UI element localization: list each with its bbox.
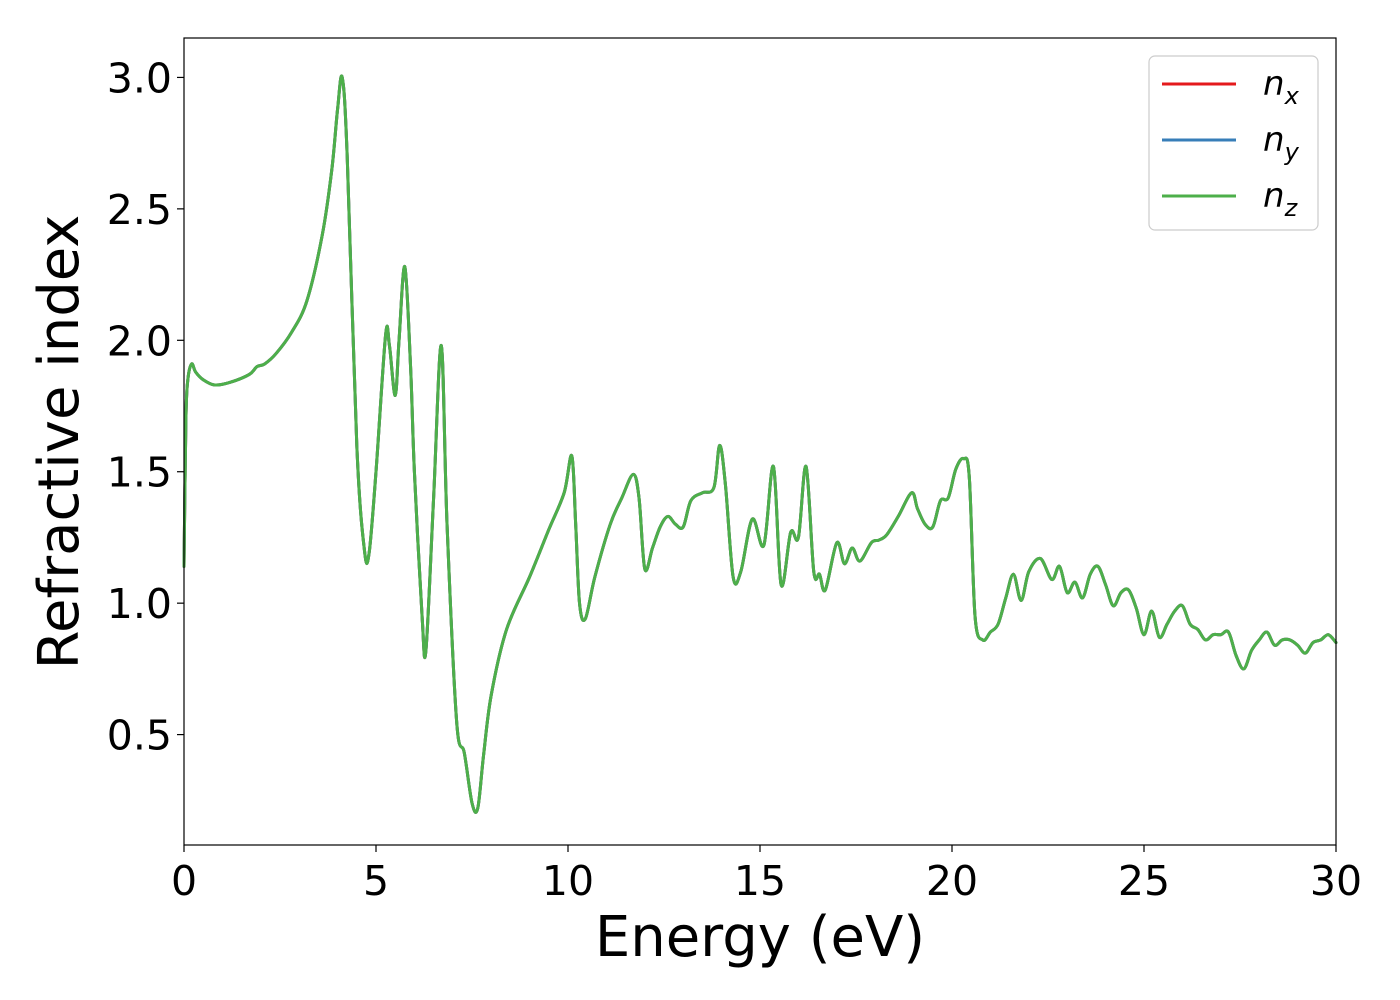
- legend-label-nz: nz: [1263, 176, 1299, 222]
- y-axis-label: Refractive index: [27, 215, 92, 670]
- legend-label-subscript: y: [1284, 138, 1300, 166]
- y-tick-label: 0.5: [107, 712, 172, 760]
- x-axis-ticks: 0 5 10 15 20 25 30: [171, 845, 1362, 905]
- legend-box: [1148, 55, 1319, 231]
- legend-label-subscript: z: [1284, 194, 1299, 222]
- x-axis-label: Energy (eV): [595, 905, 925, 970]
- legend-label-nx: nx: [1263, 64, 1300, 110]
- legend-label-base: n: [1263, 120, 1285, 160]
- y-tick-label: 2.5: [107, 186, 172, 234]
- x-tick-label: 0: [171, 857, 197, 905]
- x-tick-label: 30: [1310, 857, 1362, 905]
- y-tick-label: 3.0: [107, 54, 172, 102]
- series-line-n-z: [182, 74, 1338, 814]
- x-tick-label: 25: [1118, 857, 1170, 905]
- x-tick-label: 5: [363, 857, 389, 905]
- x-tick-label: 20: [926, 857, 978, 905]
- y-tick-label: 1.5: [107, 449, 172, 497]
- x-tick-label: 10: [542, 857, 594, 905]
- y-tick-label: 2.0: [107, 317, 172, 365]
- series-layer: [182, 74, 1338, 814]
- x-tick-label: 15: [734, 857, 786, 905]
- legend-label-base: n: [1263, 176, 1285, 216]
- legend-label-subscript: x: [1284, 82, 1300, 110]
- legend-label-ny: ny: [1263, 120, 1300, 166]
- legend-label-base: n: [1263, 64, 1285, 104]
- y-axis-ticks: 0.5 1.0 1.5 2.0 2.5 3.0: [107, 54, 184, 760]
- y-tick-label: 1.0: [107, 580, 172, 628]
